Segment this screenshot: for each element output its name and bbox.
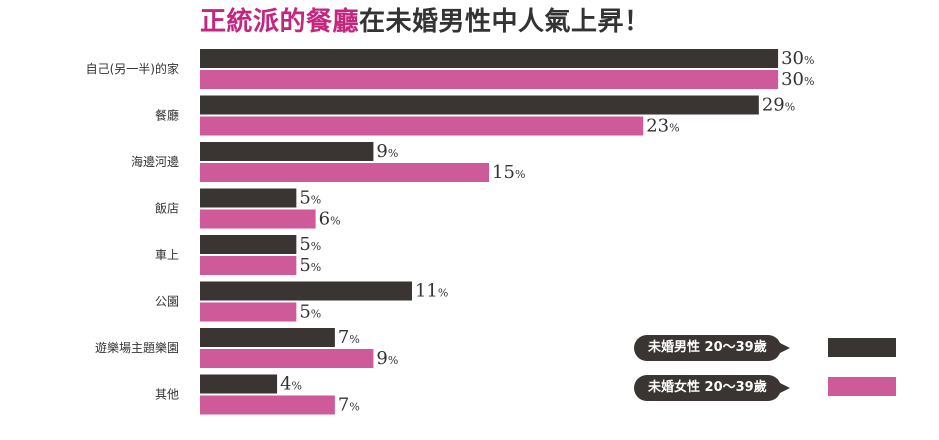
bar-male [200, 328, 335, 347]
legend-label-male: 未婚男性 20～39歲 [634, 335, 790, 361]
bar-female [200, 256, 297, 275]
bar-female [200, 209, 316, 229]
category-label: 餐廳 [155, 108, 179, 123]
data-label: 9% [376, 348, 398, 369]
legend-swatch-female [828, 377, 896, 396]
data-label: 7% [338, 327, 360, 348]
data-label: 30% [781, 48, 814, 69]
category-label: 自己(另一半)的家 [86, 61, 179, 76]
chart-title: 正統派的餐廳在未婚男性中人氣上昇！ [200, 2, 651, 42]
bar-female [200, 116, 644, 136]
data-label: 15% [492, 162, 525, 183]
bar-male [200, 281, 412, 301]
data-label: 5% [299, 302, 321, 323]
bar-female [200, 302, 297, 322]
bar-male [200, 142, 374, 161]
bar-male [200, 95, 759, 115]
bar-male [200, 235, 297, 254]
chart-title-rest: 在未婚男性中人氣上昇！ [359, 7, 651, 37]
data-label: 5% [299, 188, 321, 209]
bar-female [200, 349, 374, 368]
data-label: 23% [646, 116, 679, 137]
data-label: 9% [376, 141, 398, 162]
data-label: 5% [299, 255, 321, 276]
bar-male [200, 374, 278, 394]
legend-swatch-male [828, 338, 896, 357]
data-label: 30% [781, 69, 814, 90]
bar-male [200, 49, 779, 68]
data-label: 11% [415, 281, 448, 302]
category-label: 車上 [155, 248, 179, 262]
data-label: 6% [319, 209, 341, 230]
category-label: 飯店 [155, 201, 179, 216]
category-label: 遊樂場主題樂園 [95, 340, 179, 355]
category-label: 公園 [155, 295, 179, 309]
legend-label-female: 未婚女性 20～39歲 [634, 375, 790, 401]
bar-female [200, 395, 335, 415]
chart-title-highlight: 正統派的餐廳 [200, 7, 360, 37]
bar-male [200, 188, 297, 208]
bar-female [200, 70, 779, 89]
category-label: 海邊河邊 [131, 154, 179, 169]
category-label: 其他 [155, 388, 179, 402]
bar-female [200, 163, 490, 182]
data-label: 29% [762, 95, 795, 116]
data-label: 7% [338, 395, 360, 416]
data-label: 5% [299, 234, 321, 255]
data-label: 4% [280, 374, 302, 395]
